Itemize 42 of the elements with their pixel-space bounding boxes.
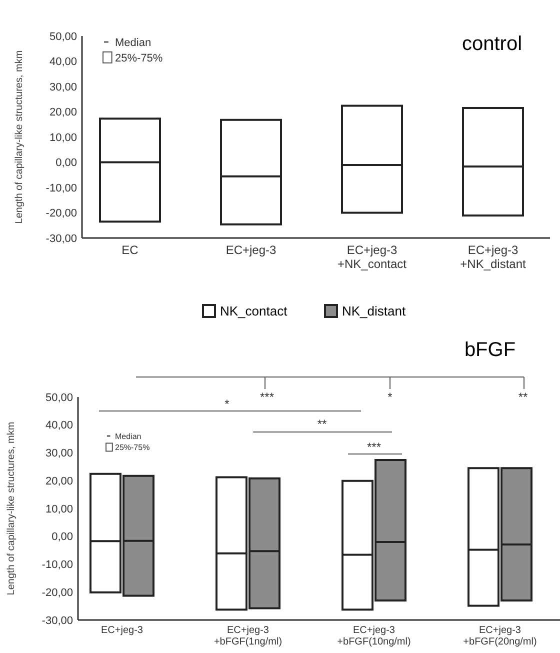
y-tick-label: -30,00 <box>42 614 73 627</box>
y-tick-label: 0,00 <box>56 157 77 170</box>
annotation: * <box>224 397 230 411</box>
x-tick-label: EC+jeg-3 <box>226 243 276 257</box>
y-tick-label: 40,00 <box>45 420 73 432</box>
chart-title: control <box>462 33 522 55</box>
x-tick-label: EC+jeg-3 +bFGF(1ng/ml) <box>214 625 282 648</box>
annotation: 25%-75% <box>115 443 150 452</box>
annotation: Median <box>115 432 142 441</box>
x-tick-label: EC+jeg-3 +bFGF(10ng/ml) <box>337 625 411 648</box>
y-tick-label: 20,00 <box>45 475 73 488</box>
y-tick-label: 10,00 <box>45 503 73 516</box>
y-tick-label: 0,00 <box>52 531 73 544</box>
annotation: Median <box>115 36 152 49</box>
annotation: ** <box>518 390 528 404</box>
y-tick-label: -10,00 <box>42 559 73 572</box>
y-tick-label: 30,00 <box>49 81 77 94</box>
y-tick-label: 40,00 <box>49 56 77 68</box>
chart-title: bFGF <box>464 339 516 361</box>
y-tick-label: -30,00 <box>46 232 77 245</box>
y-tick-label: -20,00 <box>46 208 77 220</box>
y-tick-label: -10,00 <box>46 182 77 194</box>
x-tick-label: EC+jeg-3 +NK_contact <box>337 243 408 271</box>
annotation: ** <box>317 417 327 431</box>
annotation: *** <box>260 390 274 404</box>
x-tick-label: EC+jeg-3 +bFGF(20ng/ml) <box>463 625 537 648</box>
y-tick-label: -20,00 <box>42 586 73 599</box>
x-tick-label: EC+jeg-3 <box>101 625 144 636</box>
y-tick-label: 50,00 <box>49 30 77 43</box>
y-tick-label: 50,00 <box>45 392 73 404</box>
x-tick-label: EC <box>122 243 139 257</box>
y-axis-title: Length of capillary-like structures, mkm <box>6 422 17 596</box>
y-tick-label: 20,00 <box>49 106 77 119</box>
y-tick-label: 30,00 <box>45 448 73 460</box>
annotation: * <box>388 390 393 404</box>
y-axis-title: Length of capillary-like structures, mkm <box>14 50 25 224</box>
legend-label: NK_distant <box>342 304 406 319</box>
annotation: 25%-75% <box>115 52 163 64</box>
x-tick-label: EC+jeg-3 +NK_distant <box>460 243 527 271</box>
annotation: *** <box>366 440 382 454</box>
y-tick-label: 10,00 <box>49 132 77 144</box>
legend-label: NK_contact <box>220 304 288 319</box>
